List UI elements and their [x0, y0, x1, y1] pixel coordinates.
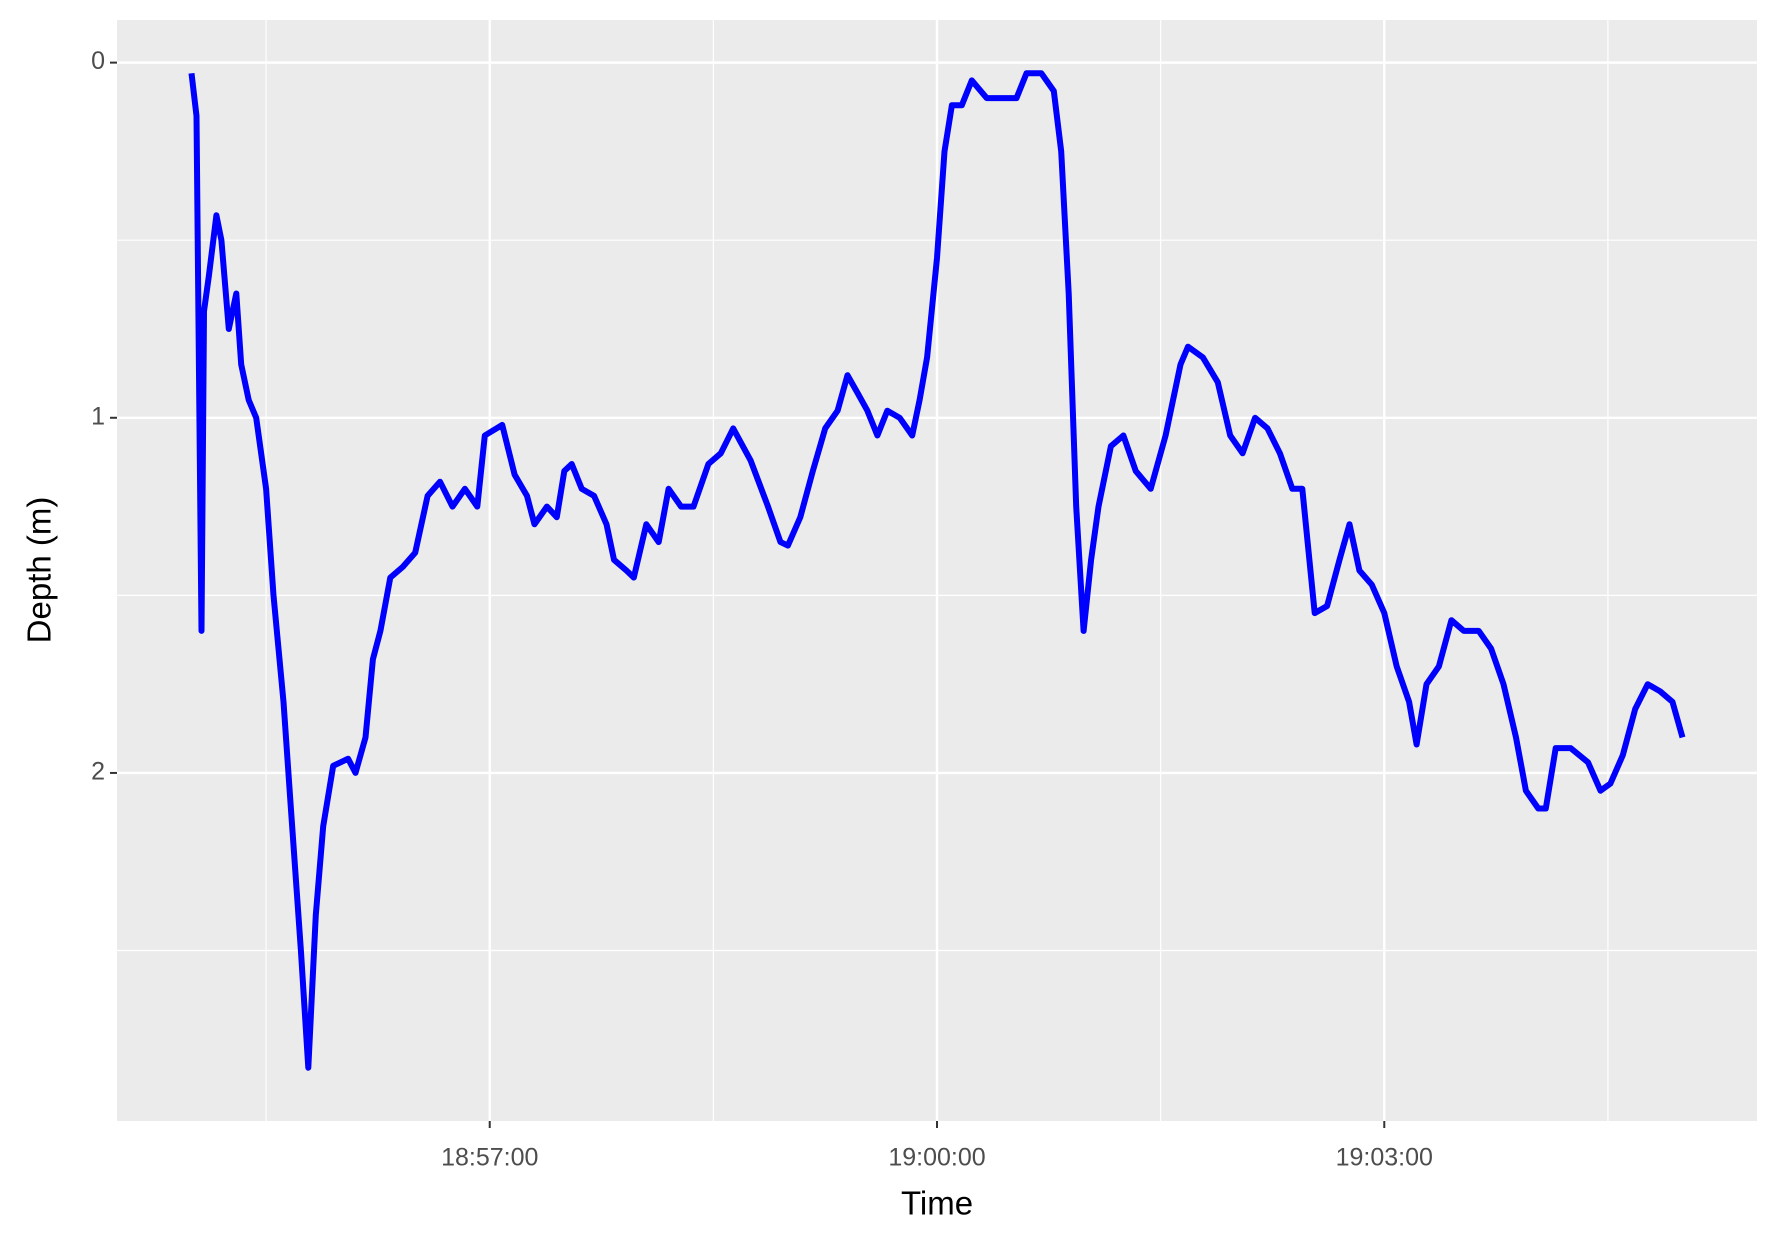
- x-tick-label: 19:00:00: [888, 1144, 985, 1172]
- y-axis-title: Depth (m): [21, 497, 58, 644]
- grid: [117, 20, 1757, 1121]
- marks: [188, 70, 1686, 1071]
- y-tick-label: 2: [91, 758, 105, 786]
- y-tick-label: 0: [91, 47, 105, 75]
- depth-line: [188, 70, 1686, 1071]
- x-axis-title: Time: [901, 1185, 973, 1222]
- y-tick-label: 1: [91, 402, 105, 430]
- x-tick-label: 18:57:00: [441, 1144, 538, 1172]
- x-tick-label: 19:03:00: [1336, 1144, 1433, 1172]
